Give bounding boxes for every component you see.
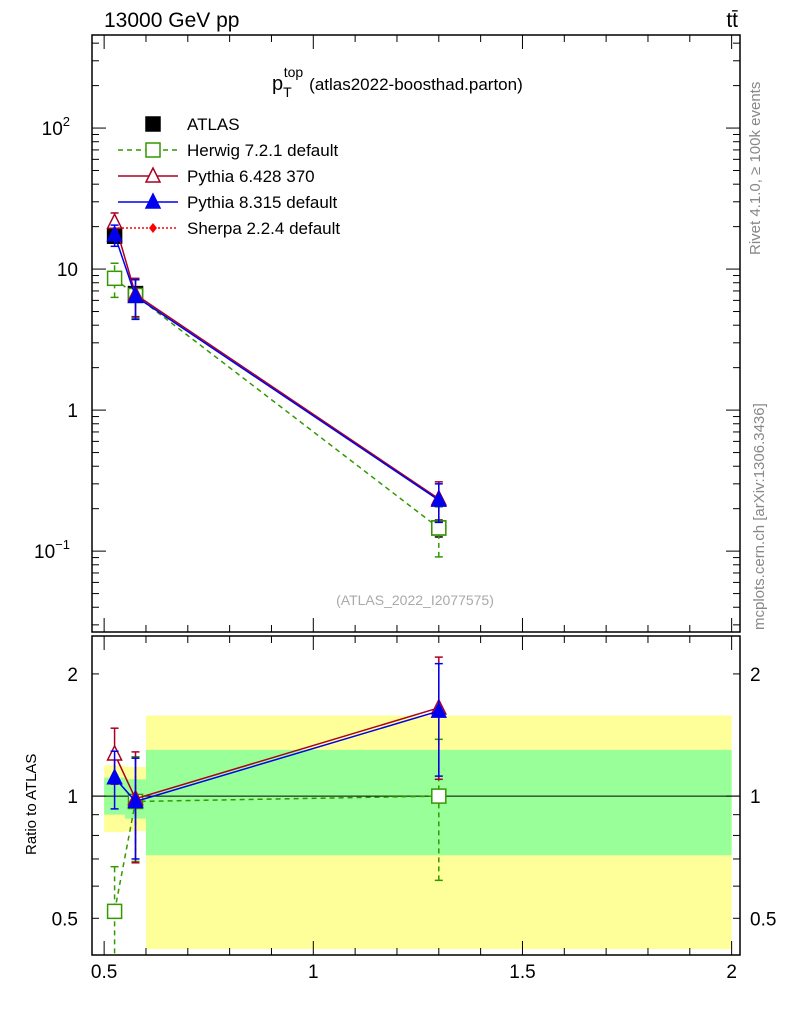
series-pythia-6-428-370 (106, 212, 448, 524)
data-point (106, 903, 123, 920)
y-tick-label-right: 1 (750, 787, 761, 808)
series-group (106, 656, 448, 955)
data-point (431, 788, 447, 804)
title-main: p (272, 73, 283, 95)
legend-marker (144, 192, 162, 209)
legend-entry: ATLAS (145, 115, 240, 134)
y-tick-label: 1 (67, 787, 78, 808)
y-tick-label-right: 2 (750, 665, 761, 686)
y-tick-label: 1 (67, 401, 78, 422)
data-point (106, 768, 123, 785)
series-pythia-8-315-default (106, 224, 448, 524)
legend-entry: Pythia 8.315 default (118, 192, 338, 212)
legend-entry: Pythia 6.428 370 (118, 166, 315, 186)
series-line (113, 234, 440, 501)
title-sub: T (283, 84, 292, 100)
plot-frame (91, 34, 741, 633)
watermark: (ATLAS_2022_I2077575) (336, 592, 494, 608)
legend-marker (144, 166, 162, 183)
title-rest: (atlas2022-boosthad.parton) (309, 75, 523, 94)
legend-label: Herwig 7.2.1 default (187, 141, 338, 160)
series-group (106, 212, 448, 558)
y-tick-label: 102 (42, 114, 70, 140)
ratio-ylabel: Ratio to ATLAS (23, 754, 40, 855)
y-tick-exponent: −1 (55, 537, 70, 552)
legend-marker (149, 223, 157, 233)
mcplots-label: mcplots.cern.ch [arXiv:1306.3436] (751, 403, 768, 630)
data-point (106, 270, 123, 287)
y-tick-label: 10 (57, 260, 78, 281)
x-tick-label: 0.5 (91, 962, 117, 983)
y-tick-label-right: 0.5 (750, 909, 776, 930)
series-pythia-8-315-default (106, 662, 448, 860)
header-left: 13000 GeV pp (104, 9, 239, 32)
title-sup: top (284, 64, 304, 80)
legend-entry: Sherpa 2.2.4 default (118, 219, 340, 238)
legend-marker (145, 142, 161, 158)
x-tick-label: 1.5 (509, 962, 535, 983)
legend-label: Pythia 6.428 370 (187, 167, 315, 186)
legend-marker (145, 116, 161, 132)
legend-label: Sherpa 2.2.4 default (187, 219, 340, 238)
rivet-label: Rivet 4.1.0, ≥ 100k events (747, 82, 764, 255)
data-point (430, 490, 448, 507)
plot-title: pTtop (atlas2022-boosthad.parton) (272, 64, 523, 100)
legend-label: ATLAS (187, 115, 240, 134)
legend-label: Pythia 8.315 default (187, 193, 338, 212)
y-tick-label: 10−1 (34, 537, 70, 563)
series-line (113, 221, 440, 500)
y-tick-label: 0.5 (52, 909, 78, 930)
x-tick-label: 2 (726, 962, 737, 983)
legend-entry: Herwig 7.2.1 default (118, 141, 338, 160)
plot-frame (91, 635, 741, 956)
series-herwig-7-2-1-default (106, 262, 447, 558)
data-point (106, 225, 123, 242)
series-atlas (106, 228, 447, 538)
data-point (127, 286, 144, 304)
data-point (127, 791, 144, 809)
y-tick-exponent: 2 (63, 114, 70, 129)
x-tick-label: 1 (308, 962, 319, 983)
data-point (430, 701, 448, 718)
header-right: tt̄ (726, 9, 738, 32)
y-tick-label: 2 (67, 665, 78, 686)
